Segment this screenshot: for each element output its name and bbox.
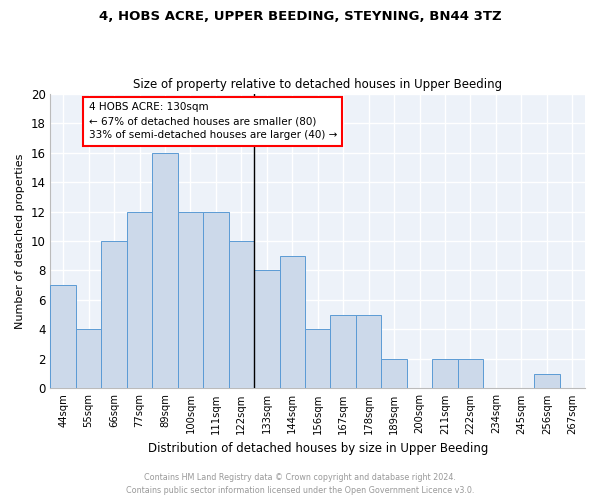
Text: 4 HOBS ACRE: 130sqm
← 67% of detached houses are smaller (80)
33% of semi-detach: 4 HOBS ACRE: 130sqm ← 67% of detached ho… xyxy=(89,102,337,141)
Title: Size of property relative to detached houses in Upper Beeding: Size of property relative to detached ho… xyxy=(133,78,502,91)
Bar xyxy=(127,212,152,388)
Y-axis label: Number of detached properties: Number of detached properties xyxy=(15,154,25,328)
Bar xyxy=(254,270,280,388)
Bar xyxy=(458,359,483,388)
Bar xyxy=(229,241,254,388)
Bar xyxy=(382,359,407,388)
Bar xyxy=(152,152,178,388)
Bar xyxy=(178,212,203,388)
Bar xyxy=(331,314,356,388)
X-axis label: Distribution of detached houses by size in Upper Beeding: Distribution of detached houses by size … xyxy=(148,442,488,455)
Bar xyxy=(356,314,382,388)
Bar xyxy=(305,330,331,388)
Bar xyxy=(101,241,127,388)
Bar xyxy=(280,256,305,388)
Bar xyxy=(76,330,101,388)
Bar xyxy=(203,212,229,388)
Text: Contains HM Land Registry data © Crown copyright and database right 2024.
Contai: Contains HM Land Registry data © Crown c… xyxy=(126,474,474,495)
Bar xyxy=(534,374,560,388)
Text: 4, HOBS ACRE, UPPER BEEDING, STEYNING, BN44 3TZ: 4, HOBS ACRE, UPPER BEEDING, STEYNING, B… xyxy=(98,10,502,23)
Bar xyxy=(50,285,76,389)
Bar xyxy=(432,359,458,388)
